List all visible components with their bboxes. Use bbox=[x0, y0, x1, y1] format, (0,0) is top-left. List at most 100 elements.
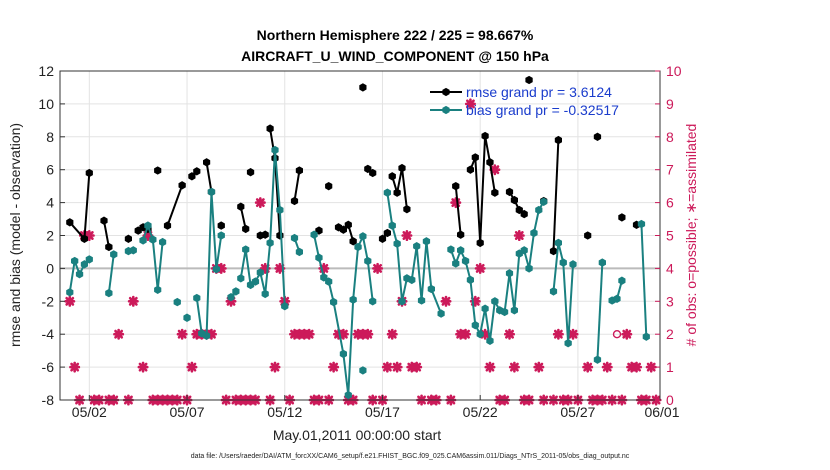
bias-marker bbox=[642, 332, 650, 341]
bias-marker bbox=[486, 336, 494, 345]
bias-marker bbox=[525, 264, 533, 273]
rmse-marker bbox=[457, 230, 465, 239]
x-tick-label: 05/17 bbox=[365, 404, 400, 420]
bias-marker bbox=[71, 256, 79, 266]
obs-assimilated-marker bbox=[328, 361, 340, 373]
bias-marker bbox=[315, 253, 323, 262]
bias-marker bbox=[251, 277, 260, 286]
bias-marker bbox=[349, 295, 357, 304]
bias-marker bbox=[85, 255, 93, 264]
bias-marker bbox=[398, 297, 406, 306]
obs-assimilated-marker bbox=[513, 230, 525, 241]
bias-marker bbox=[354, 242, 362, 252]
bias-line-segment bbox=[239, 148, 286, 307]
legend-rmse-marker bbox=[442, 87, 450, 97]
bias-marker bbox=[149, 235, 157, 244]
obs-assimilated-marker bbox=[401, 230, 413, 241]
rmse-marker bbox=[364, 164, 372, 174]
rmse-marker bbox=[549, 246, 558, 256]
bias-marker bbox=[481, 304, 489, 313]
bias-marker bbox=[144, 221, 152, 230]
bias-marker bbox=[129, 246, 137, 255]
bias-marker bbox=[339, 349, 347, 359]
bias-marker bbox=[139, 236, 147, 245]
rmse-marker bbox=[178, 181, 186, 190]
x-tick-label: 05/22 bbox=[463, 404, 498, 420]
rmse-marker bbox=[105, 242, 113, 252]
bias-marker bbox=[310, 230, 318, 239]
bias-marker bbox=[559, 258, 567, 267]
obs-assimilated-marker bbox=[186, 361, 198, 373]
rmse-marker bbox=[237, 202, 245, 211]
rmse-marker bbox=[398, 163, 406, 173]
bias-marker bbox=[203, 331, 211, 340]
bias-marker bbox=[417, 296, 426, 305]
chart-title-line-2: AIRCRAFT_U_WIND_COMPONENT @ 150 hPa bbox=[241, 48, 549, 64]
bias-marker bbox=[159, 237, 167, 247]
y-tick-label: -4 bbox=[42, 326, 55, 342]
y2-tick-label: 5 bbox=[666, 228, 674, 244]
bias-marker bbox=[388, 221, 396, 230]
rmse-marker bbox=[510, 195, 518, 205]
bias-marker bbox=[320, 273, 328, 282]
bias-marker bbox=[613, 294, 621, 303]
bias-marker bbox=[505, 269, 514, 278]
bias-marker bbox=[154, 285, 162, 294]
obs-assimilated-marker bbox=[69, 361, 81, 373]
rmse-marker bbox=[515, 205, 523, 215]
obs-possible-marker bbox=[612, 330, 622, 339]
bias-marker bbox=[212, 265, 220, 274]
bias-marker bbox=[227, 293, 235, 302]
obs-assimilated-marker bbox=[176, 328, 188, 340]
rmse-marker bbox=[266, 124, 274, 133]
rmse-marker bbox=[344, 220, 352, 229]
rmse-marker bbox=[203, 158, 211, 167]
bias-marker bbox=[447, 245, 455, 254]
y-axis-left: -8 -6 -4 -2 0 2 4 6 8 10 12 bbox=[38, 63, 65, 408]
y-tick-label: 8 bbox=[46, 129, 54, 145]
bias-marker bbox=[369, 297, 377, 306]
bias-marker bbox=[569, 260, 577, 269]
rmse-marker bbox=[246, 168, 255, 177]
bias-marker bbox=[427, 284, 435, 294]
y2-tick-label: 1 bbox=[666, 359, 674, 375]
bias-marker bbox=[359, 232, 367, 241]
obs-assimilated-marker bbox=[113, 328, 125, 340]
rmse-marker bbox=[388, 172, 396, 181]
rmse-marker bbox=[369, 168, 377, 178]
y2-tick-label: 6 bbox=[666, 195, 674, 211]
rmse-line-segment bbox=[469, 134, 496, 244]
y-tick-label: 6 bbox=[46, 162, 54, 178]
rmse-marker bbox=[295, 166, 303, 175]
obs-assimilated-marker bbox=[460, 328, 472, 340]
bias-marker bbox=[637, 219, 646, 229]
y-tick-label: -2 bbox=[42, 293, 55, 309]
obs-assimilated-marker bbox=[582, 361, 594, 373]
x-tick-label: 05/02 bbox=[72, 404, 107, 420]
bias-marker bbox=[491, 297, 499, 306]
data-file-note: data file: /Users/raeder/DAI/ATM_forcXX/… bbox=[191, 453, 630, 460]
bias-marker bbox=[344, 390, 352, 400]
rmse-marker bbox=[525, 75, 533, 85]
y-tick-label: -8 bbox=[42, 392, 55, 408]
bias-marker bbox=[618, 276, 626, 285]
rmse-marker bbox=[124, 234, 132, 243]
bias-marker bbox=[173, 297, 181, 307]
y-axis-right: 0 1 2 3 4 5 6 7 8 9 10 bbox=[655, 63, 682, 408]
x-axis-label: May.01,2011 00:00:00 start bbox=[273, 427, 441, 443]
rmse-marker bbox=[593, 132, 602, 141]
y2-tick-label: 9 bbox=[666, 96, 674, 112]
rmse-marker bbox=[85, 168, 93, 178]
bias-marker bbox=[422, 237, 431, 246]
bias-marker bbox=[232, 287, 240, 296]
rmse-marker bbox=[188, 172, 196, 181]
rmse-marker bbox=[491, 188, 499, 197]
y-axis-label: rmse and bias (model - observation) bbox=[7, 123, 23, 347]
rmse-marker bbox=[315, 226, 323, 235]
x-tick-label: 05/27 bbox=[560, 404, 595, 420]
y-tick-label: 4 bbox=[46, 195, 54, 211]
obs-assimilated-marker bbox=[303, 328, 315, 340]
rmse-marker bbox=[393, 188, 401, 197]
obs-assimilated-marker bbox=[631, 361, 643, 373]
obs-assimilated-marker bbox=[381, 361, 393, 373]
